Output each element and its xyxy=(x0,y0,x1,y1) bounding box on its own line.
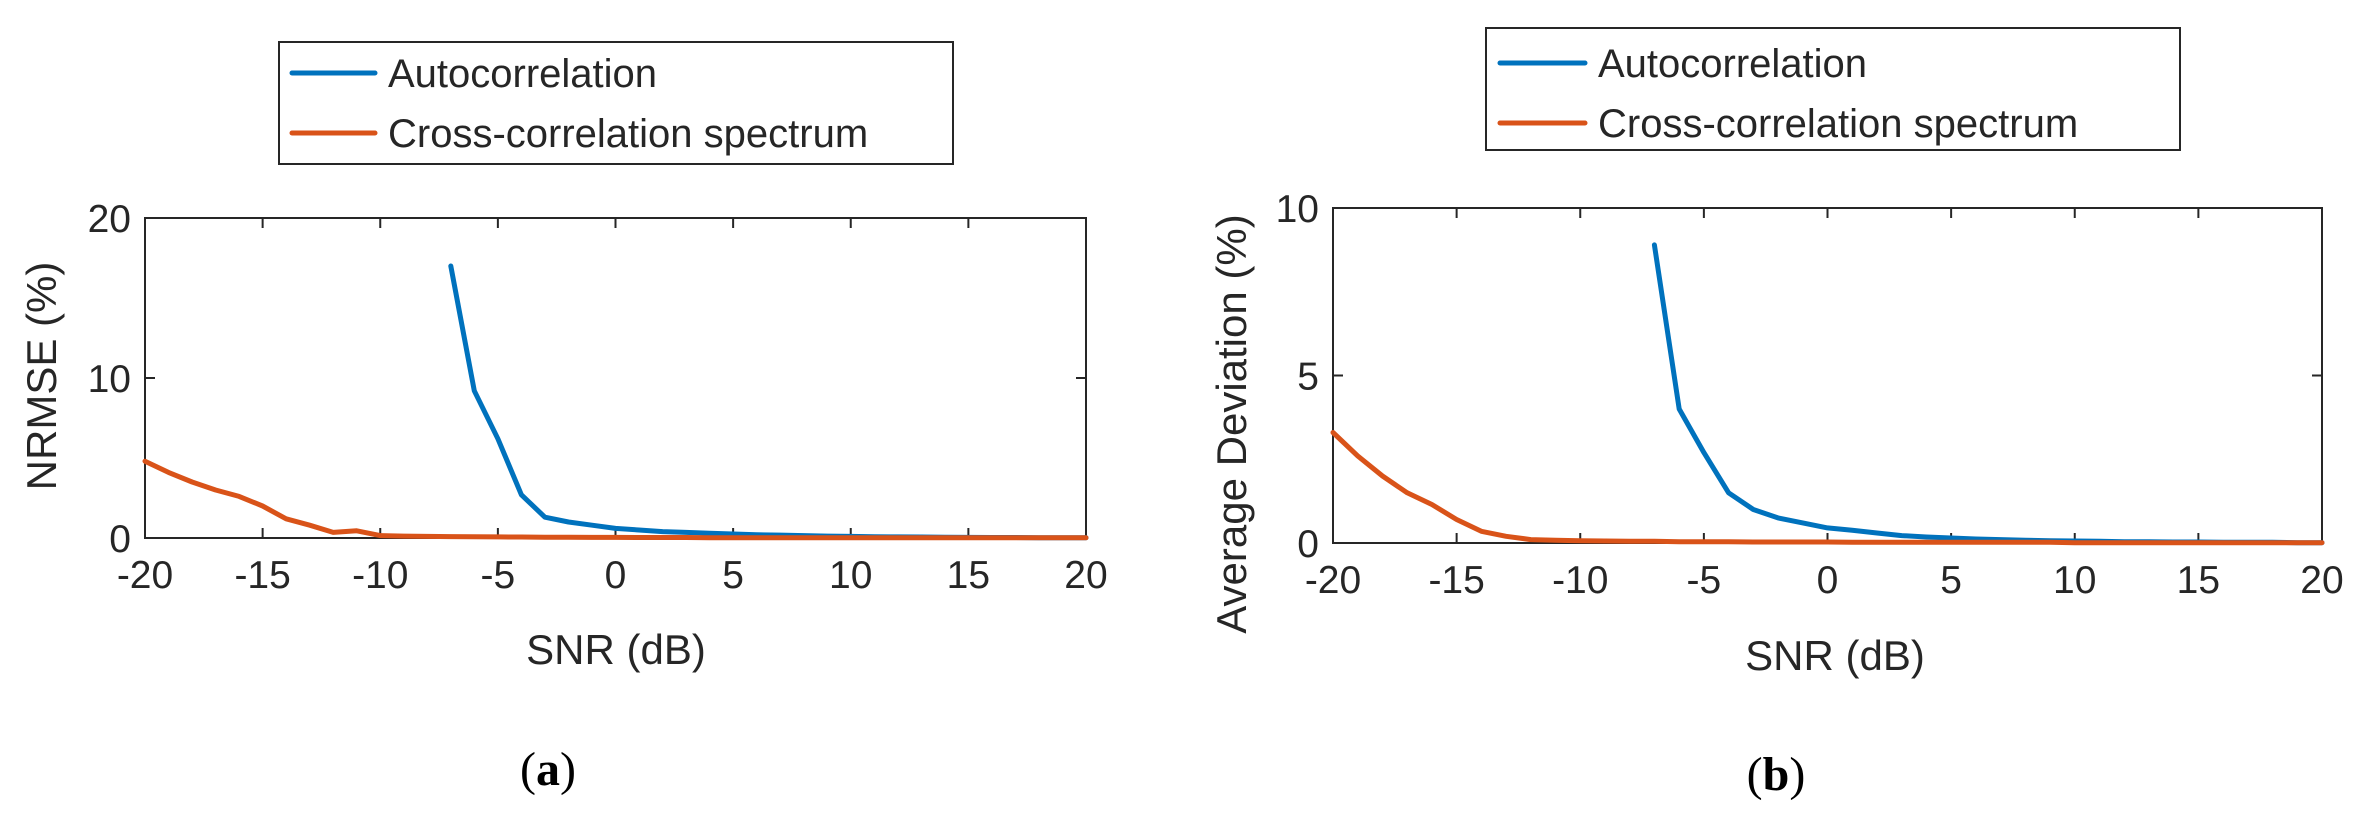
panel-caption-b: (b) xyxy=(1747,748,1806,801)
y-axis-label-b: Average Deviation (%) xyxy=(1208,214,1255,633)
series-line-autocorrelation-b xyxy=(1651,242,2325,546)
legend-b: Autocorrelation Cross-correlation spectr… xyxy=(1485,27,2181,151)
x-tick-label-b: 0 xyxy=(1817,559,1839,602)
x-tick-label-a: 20 xyxy=(1064,554,1107,597)
x-axis-label-b: SNR (dB) xyxy=(1745,632,1925,679)
x-tick-label-a: -10 xyxy=(352,554,408,597)
x-tick-label-a: -15 xyxy=(234,554,290,597)
x-tick-label-a: -5 xyxy=(481,554,516,597)
legend-label-cross-correlation-a: Cross-correlation spectrum xyxy=(388,112,868,156)
series-layer-b xyxy=(1330,242,2325,546)
x-tick-label-b: 10 xyxy=(2053,559,2096,602)
chart-panel-a: Autocorrelation Cross-correlation spectr… xyxy=(18,41,1108,796)
y-tick-label-a: 20 xyxy=(88,198,131,241)
x-tick-label-a: 0 xyxy=(605,554,627,597)
legend-box-a xyxy=(278,41,954,165)
x-tick-label-b: 5 xyxy=(1940,559,1962,602)
x-tick-label-a: 10 xyxy=(829,554,872,597)
axes-box-b xyxy=(1332,207,2323,544)
x-tick-label-b: -20 xyxy=(1305,559,1361,602)
panel-caption-a: (a) xyxy=(520,743,576,796)
x-tick-label-a: 5 xyxy=(722,554,744,597)
legend-label-cross-correlation-b: Cross-correlation spectrum xyxy=(1598,102,2078,146)
x-tick-label-b: 15 xyxy=(2177,559,2220,602)
x-tick-label-a: 15 xyxy=(947,554,990,597)
y-axis-label-a: NRMSE (%) xyxy=(18,262,65,491)
series-line-cross-correlation-b xyxy=(1330,430,2325,546)
y-tick-label-a: 10 xyxy=(88,358,131,401)
legend-a: Autocorrelation Cross-correlation spectr… xyxy=(278,41,954,165)
series-line-cross-correlation-a xyxy=(142,458,1089,541)
series-line-autocorrelation-a xyxy=(448,263,1089,541)
legend-label-autocorrelation-a: Autocorrelation xyxy=(388,52,657,96)
legend-box-b xyxy=(1485,27,2181,151)
x-tick-label-b: -15 xyxy=(1428,559,1484,602)
x-tick-label-b: -5 xyxy=(1687,559,1722,602)
x-tick-label-a: -20 xyxy=(117,554,173,597)
legend-label-autocorrelation-b: Autocorrelation xyxy=(1598,42,1867,86)
chart-panel-b: Autocorrelation Cross-correlation spectr… xyxy=(1208,27,2344,801)
x-axis-label-a: SNR (dB) xyxy=(526,626,706,673)
y-tick-label-a: 0 xyxy=(109,518,131,561)
y-tick-label-b: 10 xyxy=(1276,188,1319,231)
series-layer-a xyxy=(142,263,1089,541)
x-tick-label-b: 20 xyxy=(2300,559,2343,602)
y-tick-label-b: 0 xyxy=(1297,523,1319,566)
axes-box-a xyxy=(144,217,1087,539)
x-tick-label-b: -10 xyxy=(1552,559,1608,602)
y-tick-label-b: 5 xyxy=(1297,356,1319,399)
